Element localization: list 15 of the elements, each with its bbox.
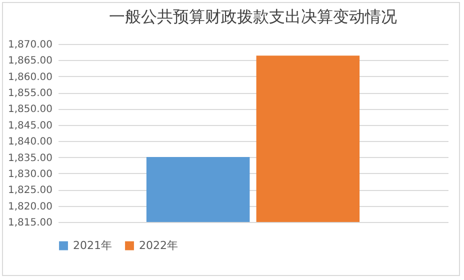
y-tick-label: 1,870.00: [8, 40, 52, 50]
chart-title: 一般公共预算财政拨款支出决算变动情况: [109, 7, 397, 26]
legend-label: 2021年: [73, 238, 112, 252]
legend-label: 2022年: [139, 238, 178, 252]
y-tick-label: 1,820.00: [8, 201, 52, 212]
y-tick-label: 1,815.00: [8, 218, 52, 228]
y-tick-label: 1,825.00: [8, 185, 52, 196]
y-tick-label: 1,840.00: [8, 136, 52, 148]
y-tick-label: 1,830.00: [8, 168, 52, 180]
y-tick-label: 1,865.00: [8, 56, 52, 67]
y-tick-label: 1,850.00: [8, 104, 52, 116]
y-tick-label: 1,835.00: [8, 152, 52, 164]
y-tick-label: 1,845.00: [8, 120, 52, 132]
y-tick-label: 1,855.00: [8, 88, 52, 100]
y-tick-label: 1,860.00: [8, 72, 52, 83]
